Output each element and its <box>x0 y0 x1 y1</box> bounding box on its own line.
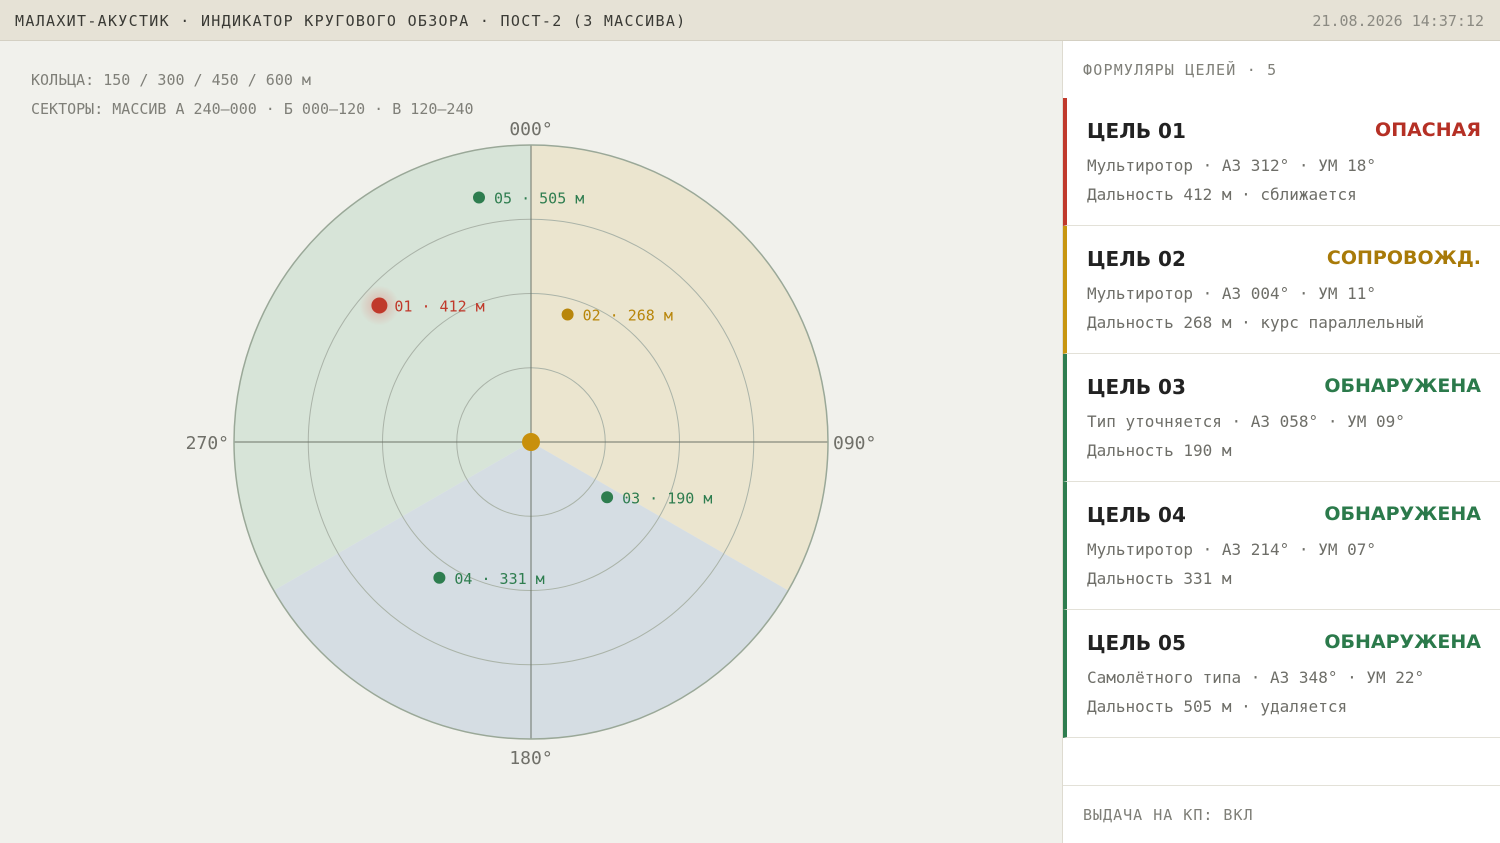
target-marker-03[interactable]: 03 · 190 м <box>601 489 712 507</box>
target-id: ЦЕЛЬ 04 <box>1087 503 1186 527</box>
post-position-marker <box>522 433 540 451</box>
target-range: Дальность 505 м · удаляется <box>1087 697 1348 716</box>
bearing-label-270: 270° <box>186 433 229 454</box>
sector-А <box>233 145 531 591</box>
bearing-label-180: 180° <box>509 748 552 769</box>
target-details: Мультиротор · АЗ 004° · УМ 11° <box>1087 284 1376 303</box>
bearing-label-090: 090° <box>833 433 876 454</box>
target-card-01[interactable]: ЦЕЛЬ 01 ОПАСНАЯ Мультиротор · АЗ 312° · … <box>1063 98 1500 226</box>
target-status: ОПАСНАЯ <box>1375 119 1481 141</box>
radar-display[interactable]: 000° 090° 180° 270° 01 · 412 м 02 · 268 м… <box>0 41 1062 843</box>
target-label: 01 · 412 м <box>394 298 484 316</box>
output-status-label: ВЫДАЧА НА КП: ВКЛ <box>1083 806 1254 824</box>
target-details: Мультиротор · АЗ 312° · УМ 18° <box>1087 156 1376 175</box>
target-marker-05[interactable]: 05 · 505 м <box>473 190 584 208</box>
target-range: Дальность 268 м · курс параллельный <box>1087 313 1425 332</box>
target-marker-02[interactable]: 02 · 268 м <box>561 307 673 325</box>
target-status: ОБНАРУЖЕНА <box>1324 631 1481 653</box>
target-status: ОБНАРУЖЕНА <box>1324 503 1481 525</box>
target-details: Тип уточняется · АЗ 058° · УМ 09° <box>1087 412 1405 431</box>
target-id: ЦЕЛЬ 05 <box>1087 631 1186 655</box>
target-dot <box>371 297 388 314</box>
target-details: Мультиротор · АЗ 214° · УМ 07° <box>1087 540 1376 559</box>
target-card-03[interactable]: ЦЕЛЬ 03 ОБНАРУЖЕНА Тип уточняется · АЗ 0… <box>1063 354 1500 482</box>
target-status: СОПРОВОЖД. <box>1326 247 1481 269</box>
target-details: Самолётного типа · АЗ 348° · УМ 22° <box>1087 668 1425 687</box>
command-post-output-status[interactable]: ВЫДАЧА НА КП: ВКЛ <box>1063 785 1500 843</box>
rings-legend: КОЛЬЦА: 150 / 300 / 450 / 600 м <box>31 71 311 89</box>
target-label: 02 · 268 м <box>583 307 673 325</box>
target-id: ЦЕЛЬ 02 <box>1087 247 1186 271</box>
target-range: Дальность 190 м <box>1087 441 1232 460</box>
target-marker-04[interactable]: 04 · 331 м <box>433 570 545 588</box>
radar-panel: 000° 090° 180° 270° 01 · 412 м 02 · 268 м… <box>0 41 1062 843</box>
target-id: ЦЕЛЬ 01 <box>1087 119 1186 143</box>
target-dot <box>433 571 446 584</box>
target-dot <box>473 191 485 204</box>
target-range: Дальность 331 м <box>1087 569 1232 588</box>
target-status: ОБНАРУЖЕНА <box>1324 375 1481 397</box>
target-card-04[interactable]: ЦЕЛЬ 04 ОБНАРУЖЕНА Мультиротор · АЗ 214°… <box>1063 482 1500 610</box>
target-card-05[interactable]: ЦЕЛЬ 05 ОБНАРУЖЕНА Самолётного типа · АЗ… <box>1063 610 1500 738</box>
target-label: 03 · 190 м <box>622 489 712 507</box>
target-card-02[interactable]: ЦЕЛЬ 02 СОПРОВОЖД. Мультиротор · АЗ 004°… <box>1063 226 1500 354</box>
target-forms-panel: ФОРМУЛЯРЫ ЦЕЛЕЙ · 5 ЦЕЛЬ 01 ОПАСНАЯ Муль… <box>1062 41 1500 843</box>
target-dot <box>561 308 574 321</box>
target-id: ЦЕЛЬ 03 <box>1087 375 1186 399</box>
app-title: МАЛАХИТ-АКУСТИК · ИНДИКАТОР КРУГОВОГО ОБ… <box>15 12 687 30</box>
panel-title: ФОРМУЛЯРЫ ЦЕЛЕЙ · 5 <box>1083 61 1278 79</box>
sector-Б <box>531 145 829 591</box>
target-range: Дальность 412 м · сближается <box>1087 185 1357 204</box>
target-label: 05 · 505 м <box>494 190 584 208</box>
target-dot <box>601 491 614 504</box>
sectors-legend: СЕКТОРЫ: МАССИВ А 240–000 · Б 000–120 · … <box>31 100 474 118</box>
title-bar: МАЛАХИТ-АКУСТИК · ИНДИКАТОР КРУГОВОГО ОБ… <box>0 0 1500 41</box>
target-card-list: ЦЕЛЬ 01 ОПАСНАЯ Мультиротор · АЗ 312° · … <box>1063 98 1500 738</box>
scope-edge <box>233 144 829 740</box>
target-label: 04 · 331 м <box>454 570 544 588</box>
target-marker-01[interactable]: 01 · 412 м <box>359 285 485 326</box>
bearing-label-000: 000° <box>509 119 552 140</box>
datetime: 21.08.2026 14:37:12 <box>1312 12 1484 30</box>
